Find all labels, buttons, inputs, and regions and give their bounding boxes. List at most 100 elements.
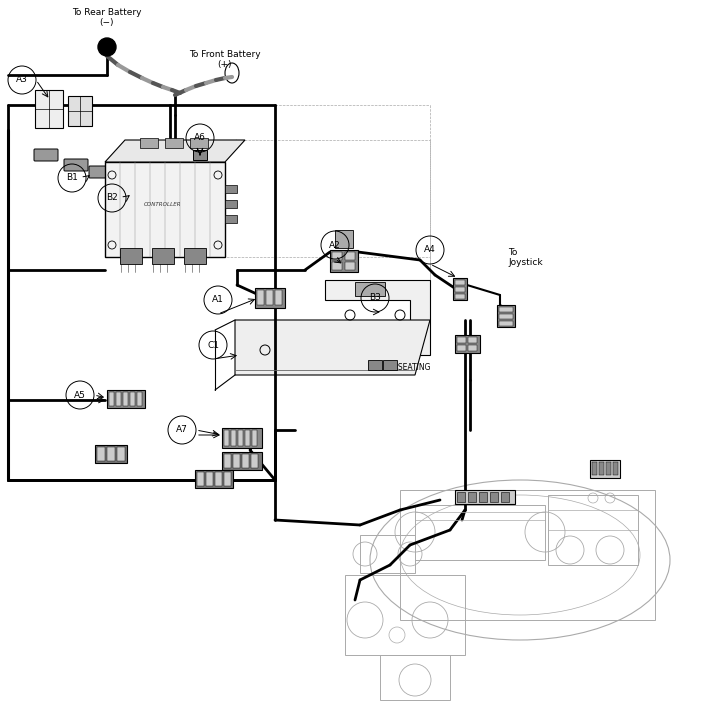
Bar xyxy=(400,490,655,620)
Bar xyxy=(613,462,618,475)
Bar xyxy=(190,138,208,148)
Bar xyxy=(152,248,174,264)
Bar xyxy=(499,307,513,312)
Bar xyxy=(415,505,545,560)
Bar xyxy=(197,472,204,486)
Bar xyxy=(606,462,611,475)
Bar xyxy=(245,430,250,446)
Bar xyxy=(193,150,207,160)
Bar xyxy=(457,345,466,351)
Bar xyxy=(345,252,355,260)
Bar xyxy=(105,162,225,257)
Text: To Front Battery: To Front Battery xyxy=(189,50,261,59)
Bar xyxy=(95,445,127,463)
Text: CONTROLLER: CONTROLLER xyxy=(145,202,182,207)
Bar xyxy=(380,655,450,700)
Bar xyxy=(275,290,282,305)
Text: To Rear Battery: To Rear Battery xyxy=(72,8,142,17)
Bar xyxy=(548,495,638,565)
Bar xyxy=(137,392,142,406)
Bar xyxy=(251,454,258,468)
Text: TO SEATING: TO SEATING xyxy=(385,362,431,371)
Text: B1: B1 xyxy=(66,173,78,183)
Bar xyxy=(224,454,231,468)
Bar xyxy=(120,248,142,264)
Text: A5: A5 xyxy=(74,391,86,399)
Text: A6: A6 xyxy=(194,133,206,143)
Text: C1: C1 xyxy=(207,341,219,349)
Bar xyxy=(242,454,249,468)
Bar xyxy=(233,454,240,468)
Bar xyxy=(35,90,63,128)
Bar xyxy=(130,392,135,406)
Bar xyxy=(455,335,480,353)
Bar xyxy=(215,472,222,486)
Bar xyxy=(453,278,467,300)
Bar xyxy=(266,290,273,305)
Bar xyxy=(499,314,513,319)
Bar xyxy=(468,345,477,351)
Bar xyxy=(360,535,415,573)
Polygon shape xyxy=(325,280,430,355)
Bar xyxy=(68,96,92,126)
Bar xyxy=(345,575,465,655)
Bar xyxy=(468,492,476,502)
Bar xyxy=(355,282,385,296)
Text: A2: A2 xyxy=(329,240,341,250)
Bar xyxy=(117,447,125,461)
Bar xyxy=(457,337,466,343)
Text: B3: B3 xyxy=(369,294,381,302)
Bar xyxy=(497,305,515,327)
Bar xyxy=(97,447,105,461)
Text: A4: A4 xyxy=(424,245,436,255)
Bar xyxy=(345,262,355,270)
Text: A1: A1 xyxy=(212,295,224,304)
Bar xyxy=(225,185,237,193)
Bar xyxy=(222,428,262,448)
Bar xyxy=(257,290,264,305)
Bar xyxy=(479,492,487,502)
Bar xyxy=(499,321,513,326)
Bar xyxy=(457,492,465,502)
Text: (+): (+) xyxy=(218,60,232,69)
Text: B2: B2 xyxy=(106,193,118,202)
Bar xyxy=(123,392,128,406)
Bar xyxy=(383,360,397,370)
Text: To: To xyxy=(508,248,517,257)
Bar xyxy=(455,287,465,292)
Bar xyxy=(335,230,353,248)
Bar xyxy=(107,390,145,408)
Bar xyxy=(225,215,237,223)
Bar xyxy=(255,288,285,308)
FancyBboxPatch shape xyxy=(34,149,58,161)
Bar xyxy=(332,262,342,270)
Bar xyxy=(195,470,233,488)
Polygon shape xyxy=(235,320,430,375)
Bar xyxy=(140,138,158,148)
Bar xyxy=(238,430,243,446)
Bar xyxy=(501,492,509,502)
Bar xyxy=(222,452,262,470)
Bar xyxy=(599,462,604,475)
Bar xyxy=(468,337,477,343)
Text: Joystick: Joystick xyxy=(508,258,543,267)
Bar xyxy=(225,200,237,208)
Bar xyxy=(455,294,465,299)
Bar xyxy=(224,430,229,446)
Bar xyxy=(590,460,620,478)
Bar xyxy=(592,462,597,475)
Bar xyxy=(109,392,114,406)
Bar xyxy=(252,430,257,446)
Bar xyxy=(224,472,231,486)
Bar xyxy=(231,430,236,446)
Bar xyxy=(455,490,515,504)
Bar xyxy=(107,447,115,461)
Polygon shape xyxy=(105,140,245,162)
Bar xyxy=(490,492,498,502)
Text: A3: A3 xyxy=(16,76,28,85)
Circle shape xyxy=(98,38,116,56)
Bar xyxy=(455,280,465,285)
Text: A7: A7 xyxy=(176,426,188,434)
Bar xyxy=(116,392,121,406)
FancyBboxPatch shape xyxy=(89,166,113,178)
